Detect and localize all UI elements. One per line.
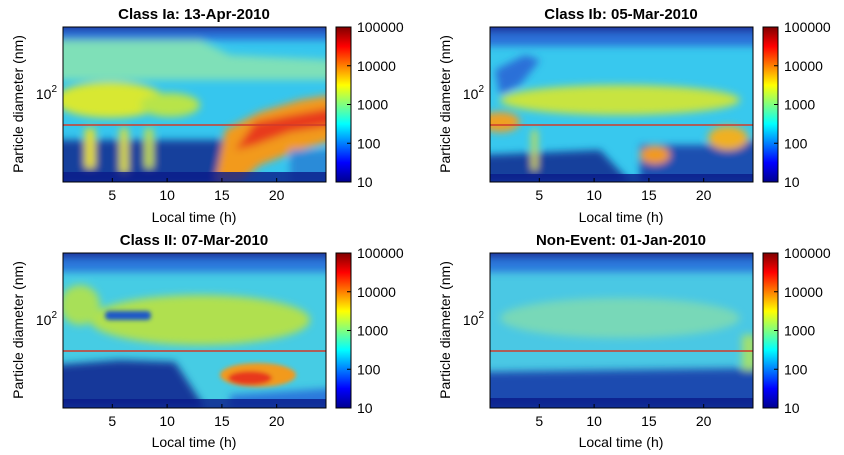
colorbar: 100000 10000 1000 100 10 [762, 19, 831, 190]
x-ticks: 5 10 15 20 [535, 404, 712, 429]
colorbar-tick-label: 100000 [784, 19, 831, 35]
panel-title: Non-Event: 01-Jan-2010 [536, 232, 706, 249]
x-tick-label: 20 [696, 413, 712, 429]
colorbar-tick-label: 1000 [357, 323, 388, 339]
ytick-label: 102 [463, 84, 485, 102]
y-axis-label: Particle diameter (nm) [10, 35, 26, 173]
panel-title: Class Ia: 13-Apr-2010 [118, 6, 270, 23]
ytick-label: 102 [463, 310, 485, 328]
y-axis-label: Particle diameter (nm) [10, 261, 26, 399]
x-tick-label: 15 [641, 187, 657, 203]
x-tick-label: 15 [641, 413, 657, 429]
x-tick-label: 20 [269, 413, 285, 429]
colorbar-tick-label: 10000 [357, 58, 396, 74]
x-axis-label: Local time (h) [152, 434, 237, 450]
heatmap [63, 27, 326, 182]
panel-class-ia: Class Ia: 13-Apr-2010 102 5 10 15 20 [10, 6, 404, 225]
heatmap [490, 27, 753, 182]
ytick-label: 102 [36, 84, 58, 102]
x-tick-label: 10 [159, 413, 175, 429]
x-tick-label: 20 [269, 187, 285, 203]
colorbar-ticks: 100000 10000 1000 100 10 [774, 245, 831, 416]
panel-class-ii: Class II: 07-Mar-2010 102 5 10 15 20 Local … [10, 232, 404, 450]
colorbar-tick-label: 10 [784, 400, 800, 416]
x-axis-label: Local time (h) [152, 209, 237, 225]
y-axis-label: Particle diameter (nm) [437, 261, 453, 399]
colorbar: 100000 10000 1000 100 10 [335, 19, 404, 190]
x-axis-label: Local time (h) [579, 209, 664, 225]
colorbar-tick-label: 100000 [357, 245, 404, 261]
x-tick-label: 10 [586, 413, 602, 429]
x-ticks: 5 10 15 20 [108, 404, 285, 429]
panel-title: Class Ib: 05-Mar-2010 [544, 6, 697, 23]
colorbar-ticks: 100000 10000 1000 100 10 [774, 19, 831, 190]
x-ticks: 5 10 15 20 [108, 178, 285, 203]
colorbar: 100000 10000 1000 100 10 [335, 245, 404, 416]
y-axis-label: Particle diameter (nm) [437, 35, 453, 173]
x-tick-label: 10 [159, 187, 175, 203]
colorbar-tick-label: 100 [357, 135, 381, 151]
colorbar-tick-label: 10000 [357, 284, 396, 300]
colorbar-tick-label: 1000 [357, 97, 388, 113]
heatmap [490, 253, 753, 408]
panel-title: Class II: 07-Mar-2010 [120, 232, 268, 249]
x-tick-label: 15 [214, 187, 230, 203]
colorbar-tick-label: 100 [784, 135, 808, 151]
x-tick-label: 20 [696, 187, 712, 203]
colorbar-tick-label: 10000 [784, 58, 823, 74]
colorbar-ticks: 100000 10000 1000 100 10 [347, 245, 404, 416]
ytick-label: 102 [36, 310, 58, 328]
x-tick-label: 5 [108, 413, 116, 429]
x-tick-label: 5 [108, 187, 116, 203]
colorbar-tick-label: 100 [784, 361, 808, 377]
colorbar-tick-label: 1000 [784, 323, 815, 339]
x-tick-label: 10 [586, 187, 602, 203]
colorbar-tick-label: 1000 [784, 97, 815, 113]
heatmap [63, 253, 326, 408]
colorbar-tick-label: 10 [357, 174, 373, 190]
x-tick-label: 15 [214, 413, 230, 429]
x-tick-label: 5 [535, 413, 543, 429]
x-ticks: 5 10 15 20 [535, 178, 712, 203]
colorbar-tick-label: 10000 [784, 284, 823, 300]
colorbar-tick-label: 100000 [784, 245, 831, 261]
colorbar-tick-label: 100000 [357, 19, 404, 35]
x-tick-label: 5 [535, 187, 543, 203]
colorbar: 100000 10000 1000 100 10 [762, 245, 831, 416]
colorbar-tick-label: 10 [357, 400, 373, 416]
panel-non-event: Non-Event: 01-Jan-2010 102 5 10 15 20 Local… [437, 232, 831, 450]
x-axis-label: Local time (h) [579, 434, 664, 450]
colorbar-ticks: 100000 10000 1000 100 10 [347, 19, 404, 190]
panel-class-ib: Class Ib: 05-Mar-2010 102 5 10 15 20 Local … [437, 6, 831, 225]
colorbar-tick-label: 10 [784, 174, 800, 190]
colorbar-tick-label: 100 [357, 361, 381, 377]
